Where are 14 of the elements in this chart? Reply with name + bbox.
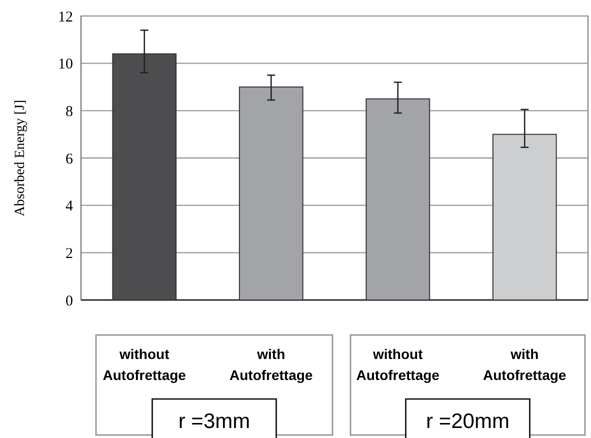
x-tick-label: with Autofrettage [483,346,566,383]
text: r =20mm [426,410,510,433]
y-tick-label: 4 [66,198,74,215]
y-tick-label: 0 [66,293,73,310]
y-tick-label: 10 [58,56,73,73]
x-tick-label: with Autofrettage [230,346,313,383]
x-tick-label: without Autofrettage [356,346,440,383]
y-tick-label: 12 [58,9,73,26]
y-tick-label: 6 [66,151,74,168]
y-tick-label: 8 [66,104,73,120]
y-tick-label: 2 [66,246,73,262]
text: r =3mm [178,410,250,433]
y-axis-title: Absorbed Energy [J] [13,100,28,216]
x-tick-label: without Autofrettage [102,346,186,383]
